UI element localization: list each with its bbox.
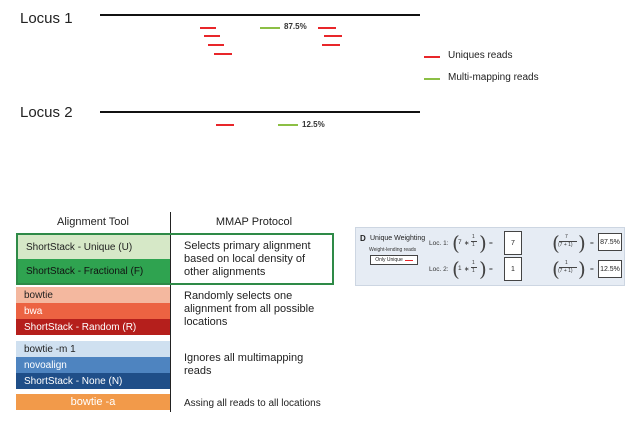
loc-1-numerator: 7: [565, 234, 568, 240]
unique-read: [214, 53, 232, 55]
loc-2-formula: ( 1 ∗ 1 1 ): [452, 257, 487, 281]
tool-bwa: bwa: [16, 303, 170, 319]
panel-d-badge: Only Unique: [370, 255, 418, 265]
unique-read: [318, 27, 336, 29]
tool-bowtie: bowtie: [16, 287, 170, 303]
tool-shortstack-none: ShortStack - None (N): [16, 373, 170, 389]
tool-bowtie-m1: bowtie -m 1: [16, 341, 170, 357]
loc-1-formula: ( 7 ∗ 1 1 ): [452, 231, 487, 255]
loc-1-denominator: (7 + 1): [558, 242, 573, 248]
tool-shortstack-random: ShortStack - Random (R): [16, 319, 170, 335]
tool-shortstack-fractional: ShortStack - Fractional (F): [18, 259, 170, 283]
loc-1-fraction: ( 7 (7 + 1) ): [552, 231, 586, 255]
legend-unique-label: Uniques reads: [448, 50, 513, 61]
equals-sign: =: [590, 240, 594, 247]
unique-read: [208, 44, 224, 46]
unique-read: [200, 27, 216, 29]
unique-read-icon: [404, 259, 413, 261]
equals-sign: =: [590, 266, 594, 273]
locus-1-reference-line: [100, 14, 420, 16]
protocol-random: Randomly selects one alignment from all …: [184, 290, 315, 328]
loc-1-result: 87.5%: [598, 233, 622, 251]
locus-2-label: Locus 2: [20, 104, 73, 121]
table-header-protocol: MMAP Protocol: [215, 216, 293, 228]
loc-2-fraction: ( 1 (7 + 1) ): [552, 257, 586, 281]
locus-2-percent: 12.5%: [302, 120, 325, 129]
panel-d-letter: D: [360, 234, 366, 243]
equals-sign: =: [489, 240, 493, 247]
panel-d-badge-label: Only Unique: [375, 257, 403, 263]
panel-d-title: Unique Weighting: [370, 235, 426, 242]
table-divider: [170, 212, 171, 412]
equals-sign: =: [489, 266, 493, 273]
protocol-local-density: Selects primary alignment based on local…: [184, 240, 311, 278]
locus-1-percent: 87.5%: [284, 22, 307, 31]
multiply-sign: ∗: [464, 240, 470, 247]
tool-novoalign: novoalign: [16, 357, 170, 373]
multi-mapping-read: [278, 124, 298, 126]
legend-multi-label: Multi-mapping reads: [448, 72, 539, 83]
panel-d-subtitle: Weight-lending reads: [369, 247, 417, 253]
table-header-tool: Alignment Tool: [57, 216, 129, 228]
group-1-border: [16, 233, 334, 285]
loc-2-multiplier: 1: [458, 265, 462, 272]
unique-read: [204, 35, 220, 37]
protocol-all-locations: Assing all reads to all locations: [184, 398, 321, 409]
loc-1-label: Loc. 1:: [429, 240, 449, 247]
loc-2-denominator: (7 + 1): [558, 268, 573, 274]
legend-unique-swatch: [424, 56, 440, 58]
tool-bowtie-a: bowtie -a: [16, 394, 170, 410]
multiply-sign: ∗: [464, 266, 470, 273]
loc-2-label: Loc. 2:: [429, 266, 449, 273]
loc-1-count-box: 7: [504, 231, 522, 255]
loc-2-result: 12.5%: [598, 260, 622, 278]
locus-1-label: Locus 1: [20, 10, 73, 27]
unique-read: [216, 124, 234, 126]
legend-multi-swatch: [424, 78, 440, 80]
protocol-ignore: Ignores all multimapping reads: [184, 352, 304, 377]
loc-2-numerator: 1: [565, 260, 568, 266]
multi-mapping-read: [260, 27, 280, 29]
tool-shortstack-unique: ShortStack - Unique (U): [18, 235, 170, 259]
loc-2-count-box: 1: [504, 257, 522, 281]
loc-1-multiplier: 7: [458, 239, 462, 246]
locus-2-reference-line: [100, 111, 420, 113]
unique-read: [322, 44, 340, 46]
unique-read: [324, 35, 342, 37]
